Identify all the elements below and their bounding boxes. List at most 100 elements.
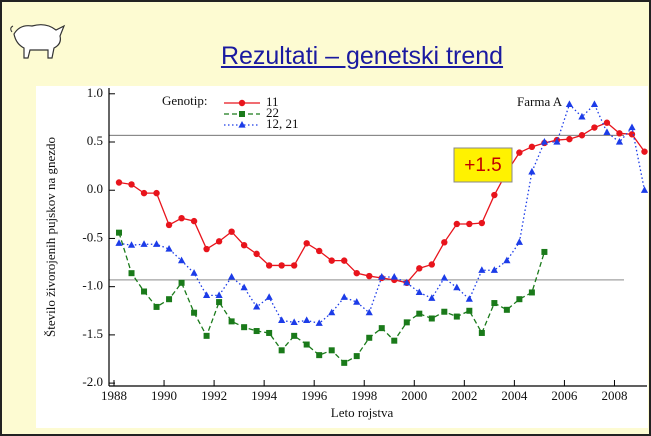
data-point (141, 190, 147, 196)
data-point (616, 130, 622, 136)
data-point (454, 221, 460, 227)
data-point (529, 289, 535, 295)
data-point (566, 136, 572, 142)
data-point (366, 335, 372, 341)
data-point (153, 190, 159, 196)
data-point (128, 181, 134, 187)
legend-marker (239, 111, 245, 117)
x-tick-label: 2006 (551, 388, 578, 403)
data-point (316, 248, 322, 254)
data-point (491, 300, 497, 306)
data-point (416, 265, 422, 271)
data-point (304, 342, 310, 348)
data-point (204, 333, 210, 339)
data-point (216, 238, 222, 244)
data-point (416, 311, 422, 317)
data-point (291, 262, 297, 268)
data-point (228, 228, 234, 234)
x-tick-label: 1990 (151, 388, 177, 403)
data-point (579, 132, 585, 138)
data-point (216, 299, 222, 305)
data-point (479, 330, 485, 336)
y-tick-label: 0.0 (87, 181, 103, 196)
data-point (341, 257, 347, 263)
data-point (254, 328, 260, 334)
data-point (291, 333, 297, 339)
chart: Leto rojstva Število živorojenih pujskov… (2, 2, 649, 434)
x-tick-label: 2000 (401, 388, 427, 403)
data-point (516, 149, 522, 155)
data-point (429, 261, 435, 267)
data-point (454, 314, 460, 320)
data-point (154, 304, 160, 310)
x-tick-label: 1992 (201, 388, 227, 403)
data-point (404, 319, 410, 325)
data-point (303, 240, 309, 246)
x-tick-label: 2008 (601, 388, 627, 403)
annotation: Farma A (517, 94, 563, 109)
x-axis-label: Leto rojstva (331, 405, 394, 420)
data-point (329, 257, 335, 263)
data-point (391, 338, 397, 344)
data-point (266, 330, 272, 336)
data-point (316, 352, 322, 358)
data-point (178, 215, 184, 221)
data-point (379, 325, 385, 331)
data-point (466, 308, 472, 314)
data-point (129, 270, 135, 276)
data-point (591, 124, 597, 130)
y-tick-label: 1.0 (87, 85, 103, 100)
x-tick-label: 1996 (301, 388, 328, 403)
callout-label: +1.5 (464, 155, 502, 176)
y-tick-label: -1.0 (82, 278, 103, 293)
y-axis-label: Število živorojenih pujskov na gnezdo (43, 137, 58, 337)
data-point (266, 262, 272, 268)
data-point (429, 315, 435, 321)
data-point (241, 324, 247, 330)
data-point (441, 239, 447, 245)
data-point (279, 347, 285, 353)
data-point (604, 120, 610, 126)
data-point (466, 221, 472, 227)
legend-marker (239, 100, 245, 106)
data-point (141, 288, 147, 294)
data-point (166, 222, 172, 228)
data-point (491, 192, 497, 198)
data-point (516, 296, 522, 302)
data-point (116, 179, 122, 185)
data-point (241, 242, 247, 248)
data-point (354, 353, 360, 359)
data-point (203, 246, 209, 252)
data-point (541, 249, 547, 255)
y-tick-label: -1.5 (82, 326, 103, 341)
slide: Rezultati – genetski trend Leto rojstva … (0, 0, 651, 436)
x-tick-label: 2002 (451, 388, 477, 403)
data-point (191, 310, 197, 316)
data-point (341, 360, 347, 366)
data-point (329, 347, 335, 353)
legend-title: Genotip: (162, 93, 208, 108)
y-tick-label: -2.0 (82, 374, 103, 389)
y-tick-label: 0.5 (87, 133, 103, 148)
data-point (641, 148, 647, 154)
data-point (253, 251, 259, 257)
data-point (179, 280, 185, 286)
data-point (354, 270, 360, 276)
data-point (441, 309, 447, 315)
data-point (504, 307, 510, 313)
data-point (116, 230, 122, 236)
data-point (479, 220, 485, 226)
x-tick-label: 1994 (251, 388, 278, 403)
legend-label: 12, 21 (266, 116, 299, 131)
data-point (366, 273, 372, 279)
data-point (529, 144, 535, 150)
x-tick-label: 1988 (101, 388, 127, 403)
data-point (229, 318, 235, 324)
data-point (166, 296, 172, 302)
y-tick-label: -0.5 (82, 229, 103, 244)
x-tick-label: 1998 (351, 388, 377, 403)
data-point (629, 131, 635, 137)
data-point (278, 262, 284, 268)
data-point (191, 218, 197, 224)
x-tick-label: 2004 (501, 388, 528, 403)
